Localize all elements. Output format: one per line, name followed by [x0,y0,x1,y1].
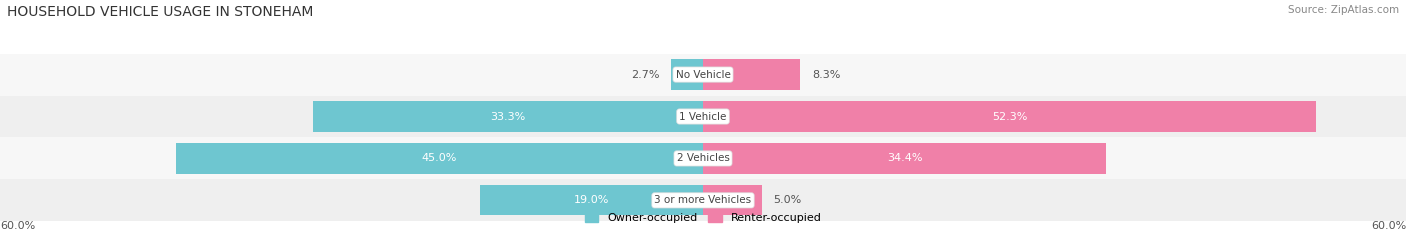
Bar [0,137,1406,179]
Bar [703,59,800,90]
Text: 5.0%: 5.0% [773,195,801,205]
Text: 60.0%: 60.0% [1371,221,1406,231]
Text: 2.7%: 2.7% [631,70,659,79]
Bar [0,96,1406,137]
Text: 3 or more Vehicles: 3 or more Vehicles [654,195,752,205]
Text: 33.3%: 33.3% [491,112,526,121]
Bar [672,59,703,90]
Bar [703,143,1107,174]
Text: 8.3%: 8.3% [813,70,841,79]
Text: Source: ZipAtlas.com: Source: ZipAtlas.com [1288,5,1399,15]
Bar [176,143,703,174]
Text: 34.4%: 34.4% [887,154,922,163]
Bar [0,54,1406,96]
Text: 52.3%: 52.3% [991,112,1026,121]
Bar [703,185,762,216]
Text: No Vehicle: No Vehicle [675,70,731,79]
Text: 2 Vehicles: 2 Vehicles [676,154,730,163]
Bar [314,101,703,132]
Text: 19.0%: 19.0% [574,195,609,205]
Text: 1 Vehicle: 1 Vehicle [679,112,727,121]
Bar [703,101,1316,132]
Bar [481,185,703,216]
Text: HOUSEHOLD VEHICLE USAGE IN STONEHAM: HOUSEHOLD VEHICLE USAGE IN STONEHAM [7,5,314,19]
Text: 45.0%: 45.0% [422,154,457,163]
Bar [0,179,1406,221]
Legend: Owner-occupied, Renter-occupied: Owner-occupied, Renter-occupied [581,208,825,227]
Text: 60.0%: 60.0% [0,221,35,231]
